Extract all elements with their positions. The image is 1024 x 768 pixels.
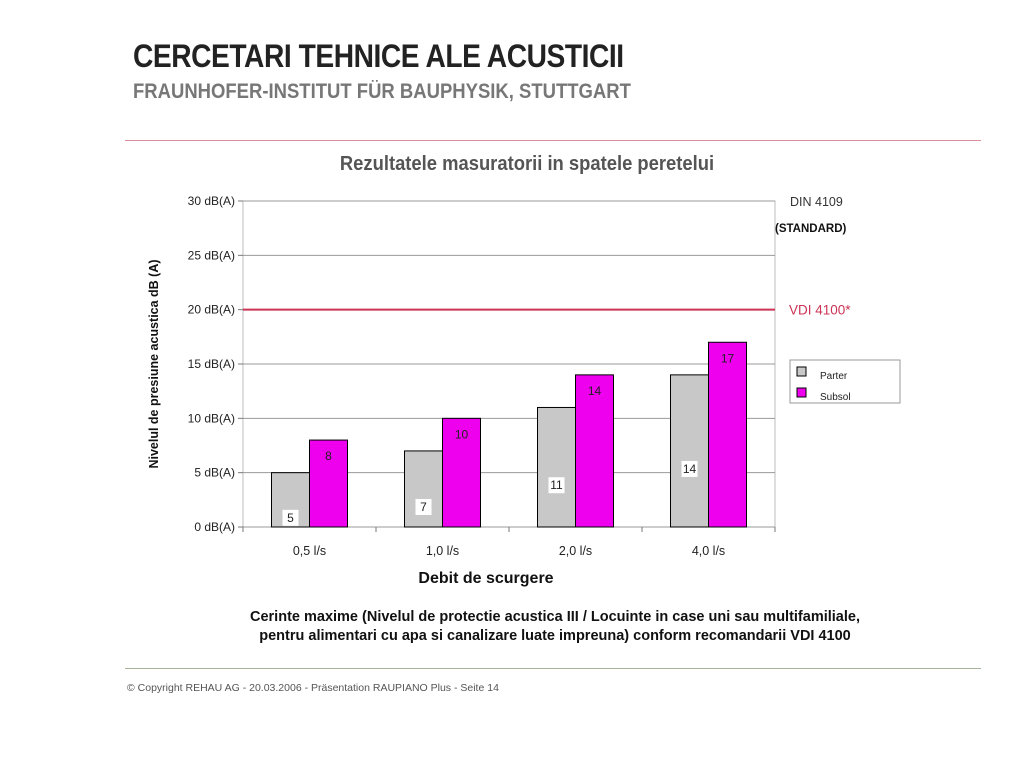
reference-line-sublabel: (STANDARD) xyxy=(775,223,847,235)
y-tick-label: 0 dB(A) xyxy=(194,520,235,534)
data-label: 5 xyxy=(287,511,294,525)
chart-note-line-2: pentru alimentari cu apa si canalizare l… xyxy=(259,628,851,644)
y-tick-label: 5 dB(A) xyxy=(194,466,235,480)
x-tick-label: 4,0 l/s xyxy=(692,544,725,558)
data-label: 14 xyxy=(683,462,697,476)
data-label-bg xyxy=(282,509,299,526)
x-tick-label: 0,5 l/s xyxy=(293,544,326,558)
data-label-bg xyxy=(548,477,565,494)
bar-subsol xyxy=(575,374,614,528)
slide-title: CERCETARI TEHNICE ALE ACUSTICII xyxy=(133,38,624,74)
bar-subsol xyxy=(708,341,747,528)
slide-subtitle: FRAUNHOFER-INSTITUT FÜR BAUPHYSIK, STUTT… xyxy=(133,80,631,103)
y-tick-label: 15 dB(A) xyxy=(188,357,235,371)
data-label: 7 xyxy=(420,500,427,514)
data-label: 8 xyxy=(325,449,332,463)
legend-label: Parter xyxy=(820,371,848,382)
data-label-bg xyxy=(681,460,698,477)
x-axis-title: Debit de scurgere xyxy=(418,570,554,587)
legend-swatch xyxy=(796,387,807,398)
y-tick-label: 20 dB(A) xyxy=(188,303,235,317)
y-tick-label: 30 dB(A) xyxy=(188,194,235,208)
y-tick-label: 10 dB(A) xyxy=(188,411,235,425)
data-label: 14 xyxy=(588,384,602,398)
top-divider xyxy=(125,140,981,141)
legend-label: Subsol xyxy=(820,392,851,403)
footer-copyright: © Copyright REHAU AG - 20.03.2006 - Präs… xyxy=(127,682,499,694)
chart-note: Cerinte maxime (Nivelul de protectie acu… xyxy=(140,608,970,646)
bar-parter xyxy=(670,374,709,528)
bar-parter xyxy=(537,406,576,528)
reference-line-label: VDI 4100* xyxy=(789,303,851,318)
chart-note-line-1: Cerinte maxime (Nivelul de protectie acu… xyxy=(250,609,860,625)
legend-box xyxy=(789,359,901,404)
data-label-bg xyxy=(719,350,736,367)
data-label: 17 xyxy=(721,351,735,365)
data-label: 10 xyxy=(455,427,469,441)
reference-line-label: DIN 4109 xyxy=(790,195,843,209)
x-tick-label: 2,0 l/s xyxy=(559,544,592,558)
y-tick-label: 25 dB(A) xyxy=(188,248,235,262)
legend-swatch xyxy=(796,366,807,377)
data-label-bg xyxy=(415,498,432,515)
y-axis-title: Nivelul de presiune acustica dB (A) xyxy=(147,259,161,468)
bottom-divider xyxy=(125,668,981,669)
data-label-bg xyxy=(586,382,603,399)
x-tick-label: 1,0 l/s xyxy=(426,544,459,558)
data-label: 11 xyxy=(550,478,563,492)
data-label-bg xyxy=(320,448,337,465)
bar-parter xyxy=(404,450,443,528)
data-label-bg xyxy=(453,426,470,443)
chart-title: Rezultatele masuratorii in spatele peret… xyxy=(339,153,715,175)
